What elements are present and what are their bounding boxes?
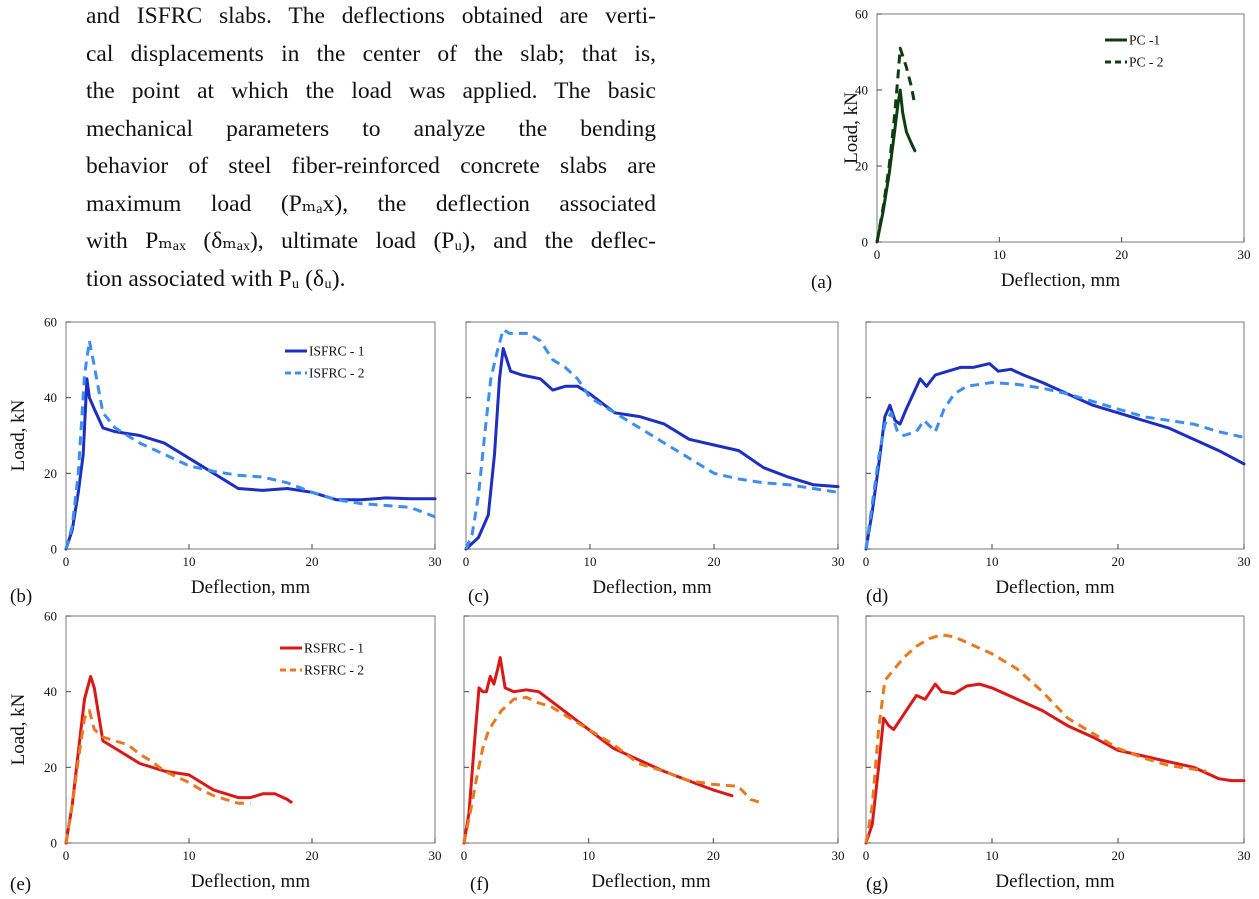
x-tick-label: 0: [63, 554, 70, 569]
panel-label: (b): [10, 586, 32, 607]
series-line: [866, 684, 1244, 843]
x-tick-label: 20: [708, 554, 721, 569]
y-tick-label: 60: [855, 7, 868, 22]
x-tick-label: 0: [874, 247, 881, 262]
x-tick-label: 30: [1238, 848, 1251, 863]
y-tick-label: 20: [44, 466, 57, 481]
x-tick-label: 10: [582, 848, 595, 863]
series-line: [866, 383, 1244, 550]
x-tick-label: 0: [63, 848, 70, 863]
x-axis-label: Deflection, mm: [191, 577, 310, 598]
chart-panel: 0 10 20 30 0 20 40 60 Deflection, mm Load, kN (b) I…: [8, 315, 442, 608]
plot-frame: [877, 14, 1244, 242]
series-line: [464, 658, 732, 843]
x-tick-label: 30: [1238, 554, 1251, 569]
x-tick-label: 0: [863, 848, 870, 863]
panel-label: (f): [470, 874, 489, 895]
series-line: [466, 330, 838, 549]
x-tick-label: 0: [463, 554, 470, 569]
legend-label: RSFRC - 2: [304, 663, 364, 678]
x-tick-label: 30: [832, 554, 845, 569]
legend-label: PC - 2: [1129, 55, 1164, 70]
chart-panel: 0 10 20 30 Deflection, mm (g): [863, 616, 1251, 895]
x-tick-label: 30: [429, 848, 442, 863]
series-line: [66, 677, 291, 844]
series-line: [877, 90, 915, 242]
x-tick-label: 10: [183, 848, 196, 863]
y-tick-label: 0: [51, 836, 58, 851]
y-tick-label: 60: [44, 609, 57, 624]
plot-frame: [464, 616, 838, 843]
y-tick-label: 0: [862, 235, 869, 250]
y-tick-label: 40: [44, 684, 57, 699]
x-tick-label: 0: [863, 554, 870, 569]
x-axis-label: Deflection, mm: [591, 871, 710, 892]
x-tick-label: 20: [306, 848, 319, 863]
x-tick-label: 20: [306, 554, 319, 569]
x-axis-label: Deflection, mm: [191, 871, 310, 892]
series-line: [66, 341, 435, 549]
y-axis-label: Load, kN: [8, 399, 29, 471]
y-tick-label: 0: [51, 542, 58, 557]
panel-label: (e): [10, 874, 31, 895]
panel-label: (d): [866, 586, 888, 607]
series-line: [464, 697, 763, 843]
series-line: [466, 349, 838, 550]
x-axis-label: Deflection, mm: [995, 577, 1114, 598]
x-tick-label: 20: [1112, 554, 1125, 569]
x-tick-label: 30: [832, 848, 845, 863]
chart-panel: 0 10 20 30 0 20 40 60 Deflection, mm Load, kN (e) R…: [8, 609, 442, 896]
x-axis-label: Deflection, mm: [592, 577, 711, 598]
x-axis-label: Deflection, mm: [995, 871, 1114, 892]
plot-frame: [66, 616, 435, 843]
x-tick-label: 30: [429, 554, 442, 569]
x-tick-label: 20: [1115, 247, 1128, 262]
series-line: [66, 711, 251, 843]
series-line: [66, 379, 435, 549]
x-tick-label: 10: [183, 554, 196, 569]
panel-label: (g): [866, 874, 888, 895]
legend-label: RSFRC - 1: [304, 641, 364, 656]
x-tick-label: 20: [707, 848, 720, 863]
chart-panel: 0 10 20 30 0 20 40 60 Deflection, mm Load, kN (a) P…: [811, 7, 1251, 294]
x-tick-label: 10: [986, 554, 999, 569]
plot-frame: [866, 616, 1244, 843]
legend-label: PC -1: [1129, 33, 1160, 48]
legend-label: ISFRC - 2: [309, 366, 365, 381]
y-tick-label: 20: [44, 760, 57, 775]
x-tick-label: 10: [986, 848, 999, 863]
x-tick-label: 10: [584, 554, 597, 569]
x-axis-label: Deflection, mm: [1001, 270, 1120, 291]
chart-panel: 0 10 20 30 Deflection, mm (f): [461, 616, 845, 895]
y-tick-label: 40: [44, 390, 57, 405]
x-tick-label: 30: [1238, 247, 1251, 262]
legend-label: ISFRC - 1: [309, 344, 365, 359]
y-tick-label: 60: [44, 315, 57, 330]
x-tick-label: 0: [461, 848, 468, 863]
chart-panel: 0 10 20 30 Deflection, mm (c): [463, 322, 845, 607]
panel-label: (c): [468, 586, 489, 607]
series-line: [866, 364, 1244, 549]
chart-panel: 0 10 20 30 Deflection, mm (d): [863, 322, 1251, 607]
x-tick-label: 10: [993, 247, 1006, 262]
plot-frame: [66, 322, 435, 549]
y-axis-label: Load, kN: [8, 693, 29, 765]
panel-label: (a): [811, 272, 832, 293]
y-axis-label: Load, kN: [841, 92, 862, 164]
x-tick-label: 20: [1112, 848, 1125, 863]
series-line: [866, 635, 1206, 843]
